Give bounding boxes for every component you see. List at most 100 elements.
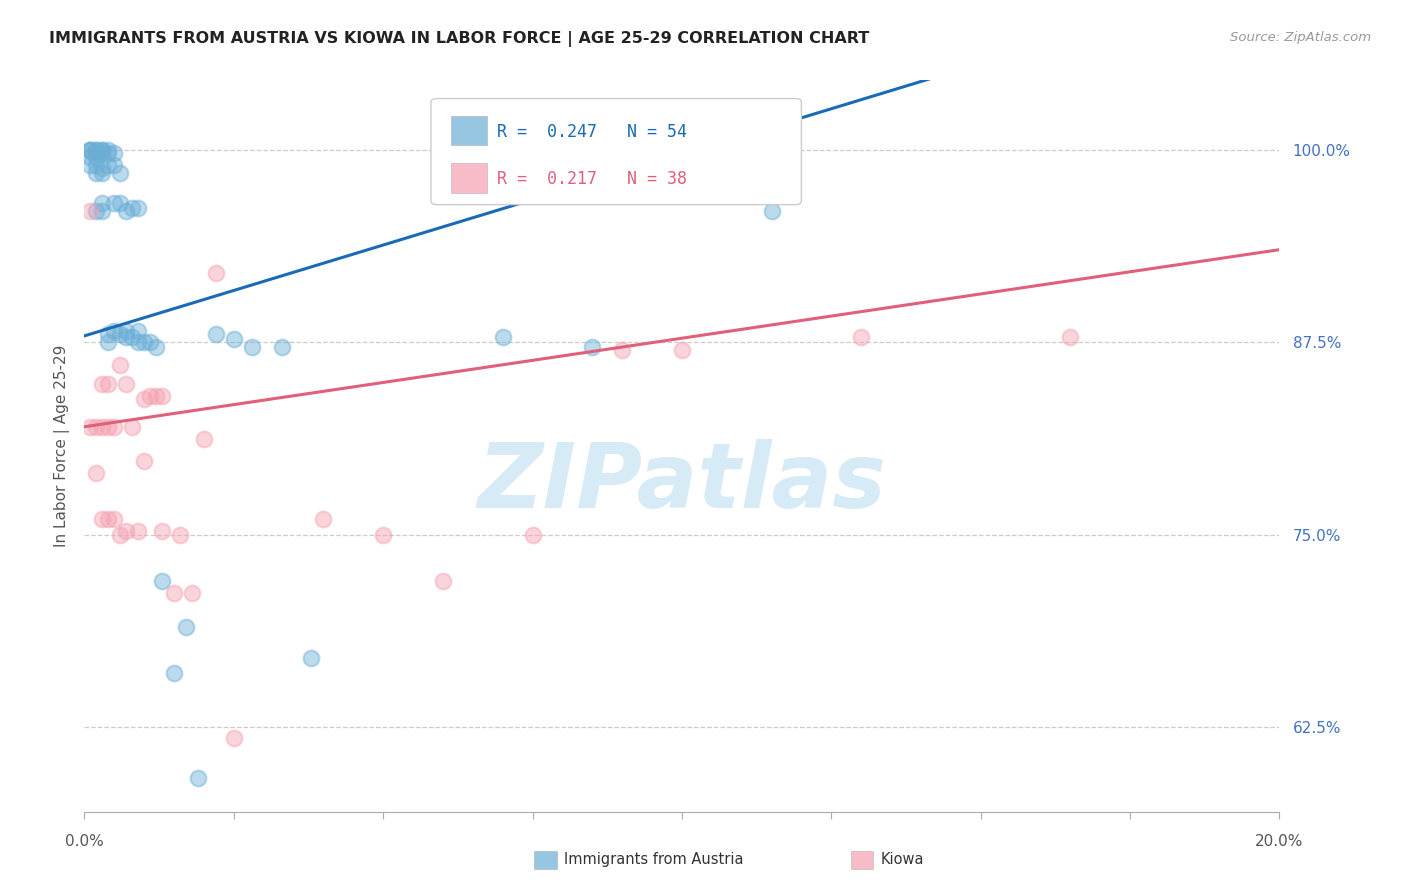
Point [121,201,143,215]
Point [97,512,120,526]
Point [91,143,114,157]
FancyBboxPatch shape [432,99,801,204]
Point [581,340,603,354]
Point [205,266,228,280]
Point [86,143,108,157]
Point [127,524,149,539]
Point [432,574,454,588]
Point [97,143,120,157]
Point [132,334,156,349]
Point [79,143,101,157]
Point [312,512,335,526]
Point [301,650,323,665]
Point [121,330,143,344]
Point [110,196,132,211]
Point [761,204,783,219]
Text: R =  0.247   N = 54: R = 0.247 N = 54 [496,123,686,141]
Point [270,340,292,354]
Text: IMMIGRANTS FROM AUSTRIA VS KIOWA IN LABOR FORCE | AGE 25-29 CORRELATION CHART: IMMIGRANTS FROM AUSTRIA VS KIOWA IN LABO… [49,31,869,47]
Text: Source: ZipAtlas.com: Source: ZipAtlas.com [1230,31,1371,45]
Point [86,419,108,434]
Point [97,419,120,434]
Point [205,327,228,342]
Point [79,143,101,157]
Point [1059,330,1081,344]
Point [110,527,132,541]
Point [115,330,138,344]
Point [103,196,125,211]
Point [132,392,156,406]
Point [139,389,162,403]
Point [145,340,167,354]
Point [103,158,125,172]
Point [86,158,108,172]
Point [132,453,156,467]
Point [522,527,544,541]
Point [103,324,125,338]
Point [86,145,108,160]
Point [86,143,108,157]
Text: Immigrants from Austria: Immigrants from Austria [564,853,744,867]
Point [86,150,108,164]
Point [127,201,149,215]
Y-axis label: In Labor Force | Age 25-29: In Labor Force | Age 25-29 [55,345,70,547]
Point [91,196,114,211]
Point [127,324,149,338]
Point [492,330,515,344]
Point [222,731,245,745]
Point [671,343,693,357]
Point [110,327,132,342]
Point [612,343,634,357]
Point [240,340,263,354]
Point [222,332,245,346]
Point [97,334,120,349]
Point [79,150,101,164]
Point [121,419,143,434]
Point [91,166,114,180]
Text: 0.0%: 0.0% [65,834,104,848]
Point [851,330,873,344]
Point [145,389,167,403]
Point [115,204,138,219]
Point [174,620,197,634]
Point [91,512,114,526]
Point [97,327,120,342]
Point [91,204,114,219]
Point [79,158,101,172]
Point [91,376,114,391]
Point [150,574,173,588]
Point [193,432,215,446]
Point [91,145,114,160]
Point [97,376,120,391]
Text: R =  0.217   N = 38: R = 0.217 N = 38 [496,170,686,188]
Point [79,419,101,434]
Point [86,204,108,219]
Point [163,586,186,600]
Text: Kiowa: Kiowa [880,853,924,867]
Point [115,324,138,338]
Point [163,666,186,681]
Point [115,524,138,539]
Point [373,527,395,541]
Point [181,586,204,600]
Point [97,145,120,160]
Bar [451,116,486,145]
Point [103,512,125,526]
Point [91,419,114,434]
Point [139,334,162,349]
Point [127,334,149,349]
Bar [451,163,486,193]
Point [79,143,101,157]
Point [187,771,209,785]
Text: ZIPatlas: ZIPatlas [478,439,886,526]
Point [115,376,138,391]
Point [79,204,101,219]
Point [150,389,173,403]
Point [103,145,125,160]
Point [97,158,120,172]
Point [91,143,114,157]
Point [150,524,173,539]
Point [91,161,114,175]
Point [110,358,132,372]
Point [86,466,108,480]
